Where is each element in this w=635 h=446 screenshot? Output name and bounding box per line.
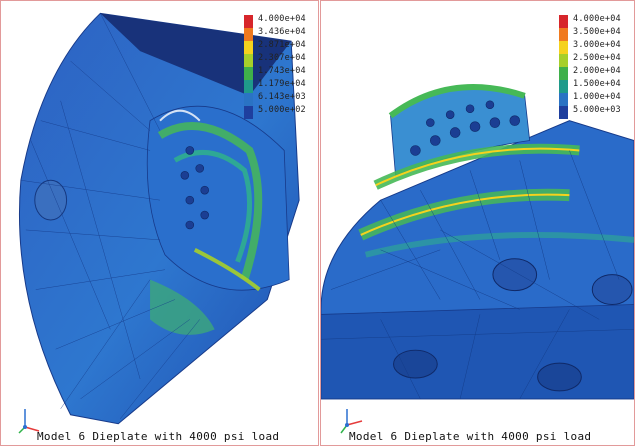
left-stress-legend: 4.000e+04 3.436e+04 2.871e+04 2.307e+04 … bbox=[244, 14, 318, 125]
legend-swatch bbox=[244, 67, 253, 80]
right-fea-model[interactable] bbox=[321, 1, 634, 445]
right-viewport-panel: 4.000e+04 3.500e+04 3.000e+04 2.500e+04 … bbox=[320, 0, 635, 446]
legend-label: 4.000e+04 bbox=[573, 14, 621, 24]
legend-label: 2.871e+04 bbox=[258, 40, 306, 50]
legend-swatch bbox=[559, 67, 568, 80]
legend-swatch bbox=[244, 28, 253, 41]
legend-label: 2.000e+04 bbox=[573, 66, 621, 76]
right-caption: Model 6 Dieplate with 4000 psi load bbox=[349, 430, 592, 443]
legend-label: 6.143e+03 bbox=[258, 92, 306, 102]
right-stress-legend: 4.000e+04 3.500e+04 3.000e+04 2.500e+04 … bbox=[559, 14, 634, 125]
legend-label: 3.000e+04 bbox=[573, 40, 621, 50]
axis-triad-icon bbox=[340, 409, 363, 434]
legend-swatch bbox=[244, 15, 253, 28]
legend-swatch bbox=[244, 54, 253, 67]
legend-swatch bbox=[244, 93, 253, 106]
legend-label: 2.307e+04 bbox=[258, 53, 306, 63]
axis-triad-icon bbox=[18, 409, 40, 434]
legend-swatch bbox=[559, 93, 568, 106]
legend-label: 5.000e+02 bbox=[258, 105, 306, 115]
left-viewport-panel: 4.000e+04 3.436e+04 2.871e+04 2.307e+04 … bbox=[0, 0, 319, 446]
left-caption: Model 6 Dieplate with 4000 psi load bbox=[37, 430, 280, 443]
legend-label: 1.500e+04 bbox=[573, 79, 621, 89]
legend-label: 3.436e+04 bbox=[258, 27, 306, 37]
legend-swatch bbox=[244, 106, 253, 119]
legend-label: 5.000e+03 bbox=[573, 105, 621, 115]
legend-label: 2.500e+04 bbox=[573, 53, 621, 63]
legend-label: 4.000e+04 bbox=[258, 14, 306, 24]
legend-label: 1.000e+04 bbox=[573, 92, 621, 102]
left-fea-model[interactable] bbox=[1, 1, 318, 445]
legend-swatch bbox=[559, 54, 568, 67]
legend-label: 3.500e+04 bbox=[573, 27, 621, 37]
right-legend-colorbar bbox=[559, 15, 568, 119]
legend-swatch bbox=[559, 41, 568, 54]
legend-swatch bbox=[559, 28, 568, 41]
legend-swatch bbox=[559, 106, 568, 119]
legend-swatch bbox=[244, 80, 253, 93]
legend-swatch bbox=[244, 41, 253, 54]
legend-swatch bbox=[559, 80, 568, 93]
legend-swatch bbox=[559, 15, 568, 28]
legend-label: 1.743e+04 bbox=[258, 66, 306, 76]
left-legend-colorbar bbox=[244, 15, 253, 119]
legend-label: 1.179e+04 bbox=[258, 79, 306, 89]
